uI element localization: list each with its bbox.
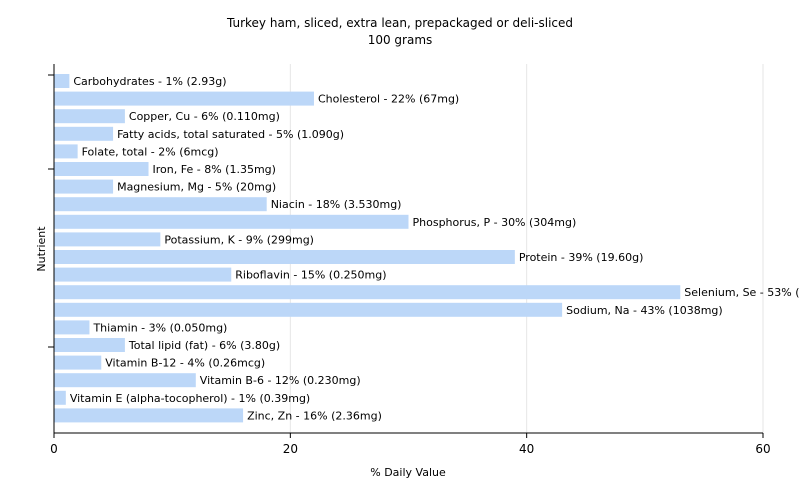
- bar: [54, 126, 114, 141]
- bar-label: Vitamin E (alpha-tocopherol) - 1% (0.39m…: [70, 392, 310, 405]
- chart-title: Turkey ham, sliced, extra lean, prepacka…: [226, 16, 573, 30]
- bar: [54, 197, 267, 212]
- bar: [54, 214, 409, 229]
- bar-label: Folate, total - 2% (6mcg): [82, 145, 219, 158]
- bar: [54, 109, 125, 124]
- bar-label: Niacin - 18% (3.530mg): [271, 198, 402, 211]
- bar: [54, 355, 102, 370]
- bar-label: Total lipid (fat) - 6% (3.80g): [128, 339, 280, 352]
- x-axis-title: % Daily Value: [370, 466, 446, 479]
- bar: [54, 179, 114, 194]
- bar: [54, 162, 149, 176]
- bar-label: Magnesium, Mg - 5% (20mg): [117, 181, 276, 194]
- bar: [54, 373, 196, 388]
- bar-label: Riboflavin - 15% (0.250mg): [235, 269, 386, 282]
- bar-label: Sodium, Na - 43% (1038mg): [566, 304, 723, 317]
- grid-lines: [289, 64, 764, 433]
- bar: [54, 74, 70, 88]
- bar: [54, 232, 161, 247]
- bar-label: Copper, Cu - 6% (0.110mg): [129, 110, 280, 123]
- bar: [54, 250, 515, 264]
- bar-label: Vitamin B-12 - 4% (0.26mcg): [105, 357, 265, 370]
- x-tick-label: 60: [755, 442, 770, 456]
- bar: [54, 91, 314, 106]
- bar-label: Protein - 39% (19.60g): [519, 251, 644, 264]
- bar-label: Selenium, Se - 53% (37.0mcg): [684, 286, 800, 299]
- bars-group: Carbohydrates - 1% (2.93g) Cholesterol - …: [54, 74, 800, 423]
- x-tick-label: 0: [50, 442, 58, 456]
- x-tick-label: 40: [519, 442, 534, 456]
- bar: [54, 338, 125, 352]
- bar: [54, 302, 563, 317]
- bar-label: Carbohydrates - 1% (2.93g): [73, 75, 226, 88]
- x-tick-label: 20: [283, 442, 298, 456]
- bar-label: Fatty acids, total saturated - 5% (1.090…: [117, 128, 344, 141]
- bar-label: Vitamin B-6 - 12% (0.230mg): [200, 374, 361, 387]
- axes-group: 0 20 40 60: [48, 64, 771, 456]
- bar-label: Phosphorus, P - 30% (304mg): [413, 216, 577, 229]
- bar: [54, 144, 78, 159]
- bar-label: Zinc, Zn - 16% (2.36mg): [247, 409, 382, 422]
- bar: [54, 285, 681, 300]
- bar: [54, 390, 66, 405]
- chart-subtitle: 100 grams: [368, 33, 433, 47]
- bar-label: Iron, Fe - 8% (1.35mg): [153, 163, 276, 176]
- bar-label: Thiamin - 3% (0.050mg): [92, 321, 227, 334]
- bar-label: Potassium, K - 9% (299mg): [164, 233, 314, 246]
- bar: [54, 320, 90, 335]
- y-axis-title: Nutrient: [35, 226, 48, 272]
- bar: [54, 267, 232, 282]
- bar: [54, 408, 244, 423]
- bar-label: Cholesterol - 22% (67mg): [318, 93, 459, 106]
